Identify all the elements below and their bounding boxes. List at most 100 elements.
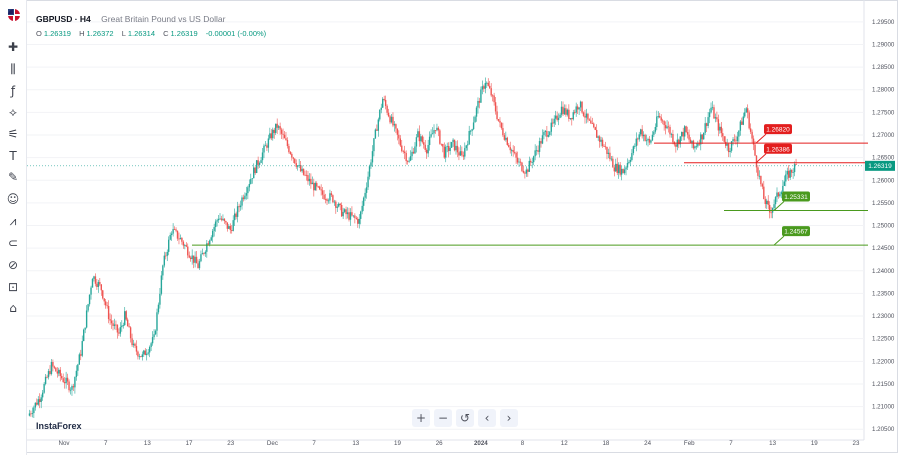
candle xyxy=(748,112,750,129)
candle xyxy=(154,330,157,335)
candle xyxy=(258,162,261,165)
candle xyxy=(455,145,457,151)
flag-icon[interactable] xyxy=(5,6,23,24)
candle xyxy=(368,166,371,177)
brush-icon[interactable]: ⚟ xyxy=(7,127,19,141)
candle xyxy=(305,174,308,176)
candle xyxy=(531,162,533,164)
candle xyxy=(81,341,83,356)
candle xyxy=(601,139,604,146)
pitchfork-icon[interactable]: ⟡ xyxy=(9,104,17,119)
candle xyxy=(172,229,174,234)
candle xyxy=(78,354,81,365)
candle xyxy=(522,170,525,173)
candle xyxy=(53,366,56,368)
candle xyxy=(41,392,44,398)
candle xyxy=(417,131,419,138)
candle xyxy=(758,175,761,177)
candle xyxy=(226,222,229,229)
candle xyxy=(219,218,221,220)
candle xyxy=(578,107,580,110)
candle xyxy=(100,284,102,291)
candle xyxy=(546,131,548,137)
candle xyxy=(540,141,542,144)
candle xyxy=(270,133,273,139)
candle xyxy=(788,170,790,178)
ruler-icon[interactable]: ⩘ xyxy=(9,213,17,228)
candle xyxy=(701,134,703,140)
candle xyxy=(661,120,664,122)
candle xyxy=(61,376,63,379)
candle xyxy=(782,185,784,193)
candle xyxy=(113,324,116,326)
trash-icon[interactable]: ⌂ xyxy=(9,301,17,315)
candle xyxy=(591,123,594,125)
candle xyxy=(681,131,683,137)
candle xyxy=(170,233,173,235)
candle xyxy=(277,126,280,128)
fib-icon[interactable]: ƒ xyxy=(10,84,16,98)
candle xyxy=(232,220,234,231)
candle xyxy=(213,227,215,231)
candle xyxy=(333,201,336,203)
candle xyxy=(377,119,380,131)
price-tick-label: 1.20500 xyxy=(872,426,895,433)
smiley-icon[interactable]: ☺ xyxy=(6,192,20,206)
candle xyxy=(188,255,190,258)
scroll-back-button[interactable]: ‹ xyxy=(478,409,496,427)
candle xyxy=(156,312,158,331)
candle xyxy=(318,186,321,190)
candle xyxy=(393,124,396,126)
candle xyxy=(288,146,290,153)
text-icon[interactable]: T xyxy=(9,149,17,163)
low-label: L xyxy=(121,29,126,38)
reset-icon[interactable]: ↺ xyxy=(456,409,474,427)
chart-grid xyxy=(27,0,865,440)
candle xyxy=(104,301,107,306)
candle xyxy=(433,130,435,134)
pen-icon[interactable]: ✎ xyxy=(7,170,19,184)
candle xyxy=(72,386,75,388)
eye-icon[interactable]: ⊘ xyxy=(7,258,19,272)
zoom-in-button[interactable]: + xyxy=(412,409,430,427)
candle xyxy=(402,151,404,152)
magnet-icon[interactable]: ⊂ xyxy=(7,236,19,250)
candle xyxy=(84,327,86,330)
candle xyxy=(431,133,434,135)
price-tick-label: 1.25500 xyxy=(872,200,895,207)
candle xyxy=(519,161,522,163)
candle xyxy=(295,163,297,167)
chart-nav-controls: + − ↺ ‹ › xyxy=(412,409,518,431)
candle xyxy=(562,106,564,115)
candle xyxy=(500,122,503,129)
candle xyxy=(414,146,416,154)
lock-icon[interactable]: ⊡ xyxy=(7,280,19,294)
candle xyxy=(367,176,369,188)
candle xyxy=(408,160,410,162)
candle xyxy=(360,211,362,219)
candle xyxy=(487,82,489,86)
candle xyxy=(163,255,166,266)
candle xyxy=(93,276,95,279)
candle xyxy=(424,144,426,150)
candle xyxy=(321,190,324,195)
scroll-forward-button[interactable]: › xyxy=(500,409,518,427)
candle xyxy=(746,108,749,113)
time-tick-label: 23 xyxy=(227,440,234,447)
price-tick-label: 1.21000 xyxy=(872,404,895,411)
open-value: 1.26319 xyxy=(43,29,71,38)
candle xyxy=(418,131,421,142)
candle xyxy=(125,311,127,320)
candle xyxy=(68,381,70,391)
crosshair-icon[interactable]: ✚ xyxy=(7,40,19,54)
zoom-out-button[interactable]: − xyxy=(434,409,452,427)
symbol-label[interactable]: GBPUSD · H4 xyxy=(36,14,91,24)
candle xyxy=(349,212,352,220)
candle xyxy=(204,251,207,254)
trend-line-icon[interactable]: ⫼ xyxy=(10,61,16,76)
candle xyxy=(623,169,626,174)
candle xyxy=(749,128,752,132)
candle xyxy=(121,325,123,328)
candle xyxy=(128,326,130,328)
